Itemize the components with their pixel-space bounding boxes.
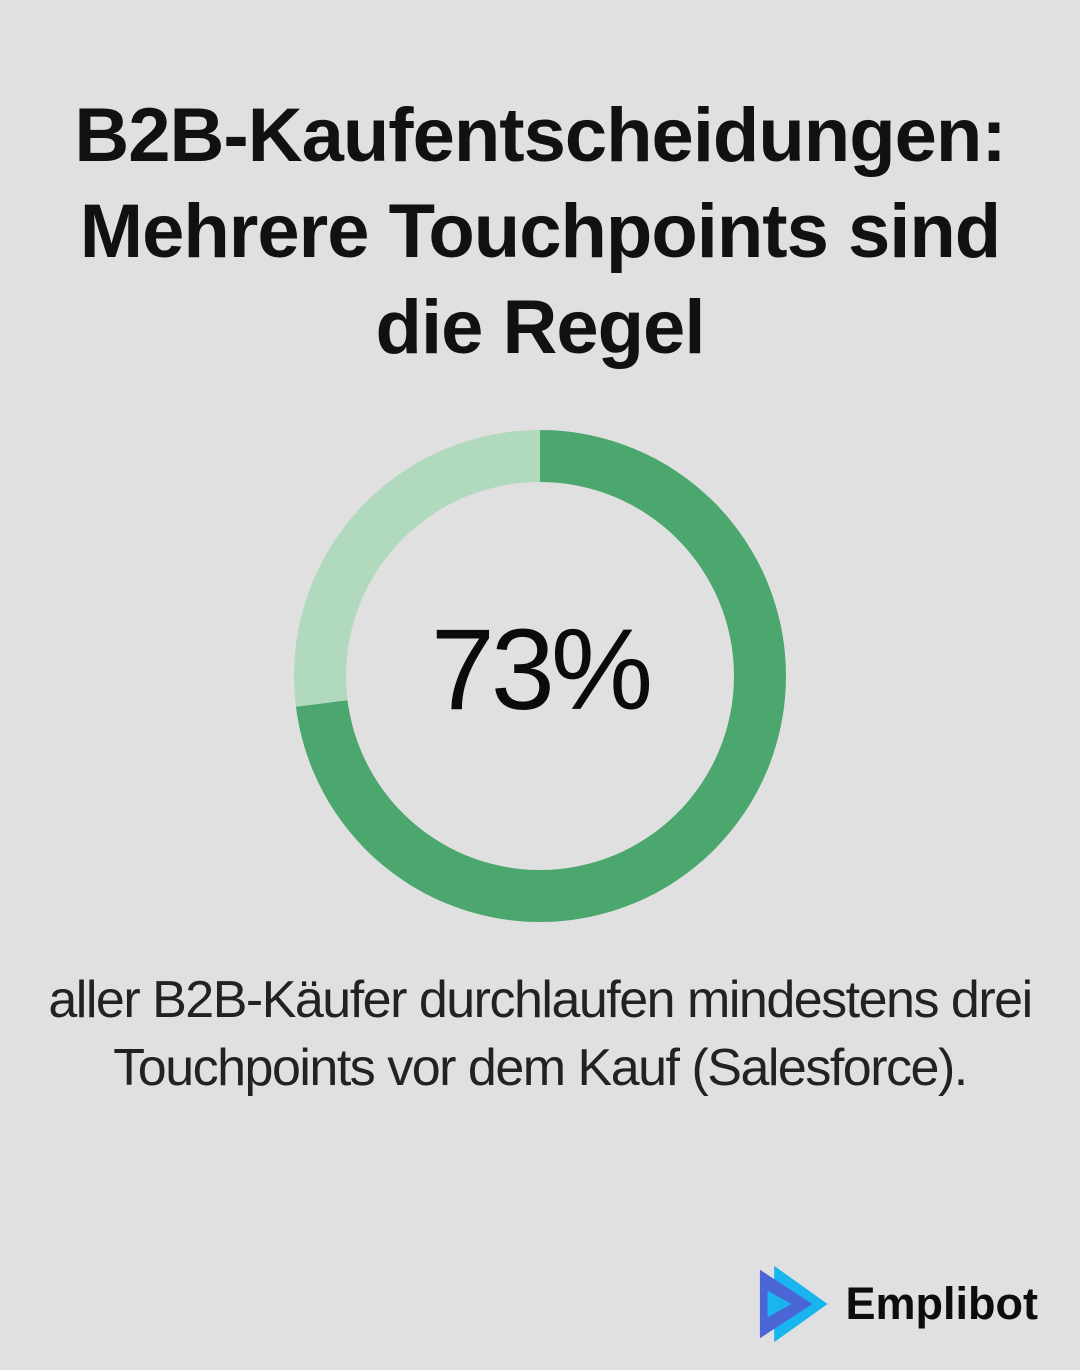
donut-hole: 73% (346, 482, 734, 870)
subtitle-caption: aller B2B-Käufer durchlaufen mindestens … (48, 971, 1033, 1097)
infographic-page: B2B-Kaufentscheidungen: Mehrere Touchpoi… (0, 88, 1080, 1343)
donut-center-label: 73% (430, 606, 653, 734)
page-title: B2B-Kaufentscheidungen: Mehrere Touchpoi… (74, 93, 1006, 370)
brand-name: Emplibot (845, 1278, 1038, 1329)
brand-logo: Emplibot (746, 1264, 1038, 1344)
donut-chart: 73% (294, 430, 786, 922)
double-play-triangles-icon (759, 1265, 828, 1343)
